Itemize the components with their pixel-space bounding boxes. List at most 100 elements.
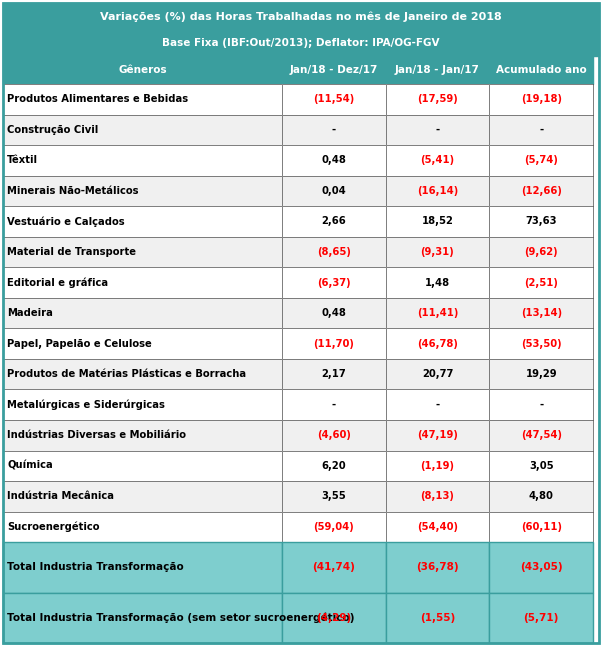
Bar xyxy=(489,145,593,176)
Bar xyxy=(386,512,489,542)
Bar xyxy=(3,56,282,84)
Bar xyxy=(489,236,593,267)
Bar xyxy=(489,359,593,390)
Bar xyxy=(3,328,282,359)
Bar xyxy=(3,56,282,84)
Bar xyxy=(282,420,386,450)
Bar xyxy=(282,512,386,542)
Bar xyxy=(3,481,282,512)
Text: Base Fixa (IBF:Out/2013); Deflator: IPA/OG-FGV: Base Fixa (IBF:Out/2013); Deflator: IPA/… xyxy=(163,39,439,48)
Text: Produtos Alimentares e Bebidas: Produtos Alimentares e Bebidas xyxy=(7,94,188,104)
Bar xyxy=(489,56,593,84)
Bar xyxy=(282,206,386,236)
Bar xyxy=(3,298,282,328)
Bar xyxy=(386,450,489,481)
Bar xyxy=(3,84,282,114)
Text: 20,77: 20,77 xyxy=(422,370,453,379)
Text: 1,48: 1,48 xyxy=(425,278,450,287)
Bar xyxy=(489,114,593,145)
Text: (19,18): (19,18) xyxy=(521,94,562,104)
Bar xyxy=(386,236,489,267)
Text: Jan/18 - Dez/17: Jan/18 - Dez/17 xyxy=(290,65,378,75)
Bar xyxy=(3,31,599,56)
Bar xyxy=(3,145,282,176)
Text: (41,74): (41,74) xyxy=(312,563,355,572)
Text: 18,52: 18,52 xyxy=(421,216,453,227)
Bar xyxy=(386,592,489,643)
Text: (43,05): (43,05) xyxy=(520,563,562,572)
Bar xyxy=(282,298,386,328)
Text: (8,13): (8,13) xyxy=(421,492,455,501)
Text: -: - xyxy=(332,400,336,410)
Bar xyxy=(386,206,489,236)
Bar xyxy=(489,236,593,267)
Text: Metalúrgicas e Siderúrgicas: Metalúrgicas e Siderúrgicas xyxy=(7,399,165,410)
Text: 3,05: 3,05 xyxy=(529,461,553,471)
Bar xyxy=(489,390,593,420)
Bar xyxy=(489,267,593,298)
Bar xyxy=(3,145,282,176)
Bar xyxy=(489,267,593,298)
Bar xyxy=(386,56,489,84)
Bar xyxy=(386,390,489,420)
Bar xyxy=(386,298,489,328)
Bar xyxy=(282,481,386,512)
Bar xyxy=(489,298,593,328)
Bar xyxy=(282,84,386,114)
Bar xyxy=(386,420,489,450)
Bar xyxy=(282,359,386,390)
Bar xyxy=(3,542,282,592)
Bar xyxy=(3,390,282,420)
Text: Têxtil: Têxtil xyxy=(7,156,38,165)
Bar xyxy=(489,206,593,236)
Bar xyxy=(489,56,593,84)
Bar xyxy=(3,420,282,450)
Text: (4,60): (4,60) xyxy=(317,430,351,441)
Bar xyxy=(282,592,386,643)
Bar xyxy=(282,114,386,145)
Bar xyxy=(282,592,386,643)
Text: 3,55: 3,55 xyxy=(321,492,346,501)
Bar xyxy=(386,390,489,420)
Bar xyxy=(386,145,489,176)
Text: -: - xyxy=(539,125,543,135)
Bar xyxy=(282,328,386,359)
Bar xyxy=(386,542,489,592)
Bar xyxy=(282,328,386,359)
Text: (11,41): (11,41) xyxy=(417,308,458,318)
Bar xyxy=(3,176,282,206)
Text: Editorial e gráfica: Editorial e gráfica xyxy=(7,277,108,288)
Text: (9,31): (9,31) xyxy=(421,247,455,257)
Bar xyxy=(489,420,593,450)
Bar xyxy=(3,512,282,542)
Bar xyxy=(3,420,282,450)
Bar xyxy=(386,267,489,298)
Bar xyxy=(282,481,386,512)
Bar xyxy=(489,512,593,542)
Bar xyxy=(489,390,593,420)
Text: Total Industria Transformação (sem setor sucroenergético): Total Industria Transformação (sem setor… xyxy=(7,612,355,623)
Bar xyxy=(489,450,593,481)
Text: (47,19): (47,19) xyxy=(417,430,458,441)
Bar xyxy=(489,512,593,542)
Text: (59,04): (59,04) xyxy=(314,522,354,532)
Text: (1,55): (1,55) xyxy=(420,613,455,623)
Bar xyxy=(489,84,593,114)
Text: -: - xyxy=(332,125,336,135)
Bar xyxy=(282,145,386,176)
Bar xyxy=(489,481,593,512)
Text: (1,19): (1,19) xyxy=(420,461,455,471)
Text: (54,40): (54,40) xyxy=(417,522,458,532)
Bar xyxy=(489,114,593,145)
Bar xyxy=(489,450,593,481)
Bar xyxy=(489,592,593,643)
Text: -: - xyxy=(435,400,439,410)
Text: Total Industria Transformação: Total Industria Transformação xyxy=(7,563,184,572)
Bar xyxy=(386,206,489,236)
Text: (12,66): (12,66) xyxy=(521,186,562,196)
Text: Variações (%) das Horas Trabalhadas no mês de Janeiro de 2018: Variações (%) das Horas Trabalhadas no m… xyxy=(100,12,502,22)
Text: (13,14): (13,14) xyxy=(521,308,562,318)
Bar xyxy=(386,592,489,643)
Bar xyxy=(282,450,386,481)
Bar xyxy=(386,481,489,512)
